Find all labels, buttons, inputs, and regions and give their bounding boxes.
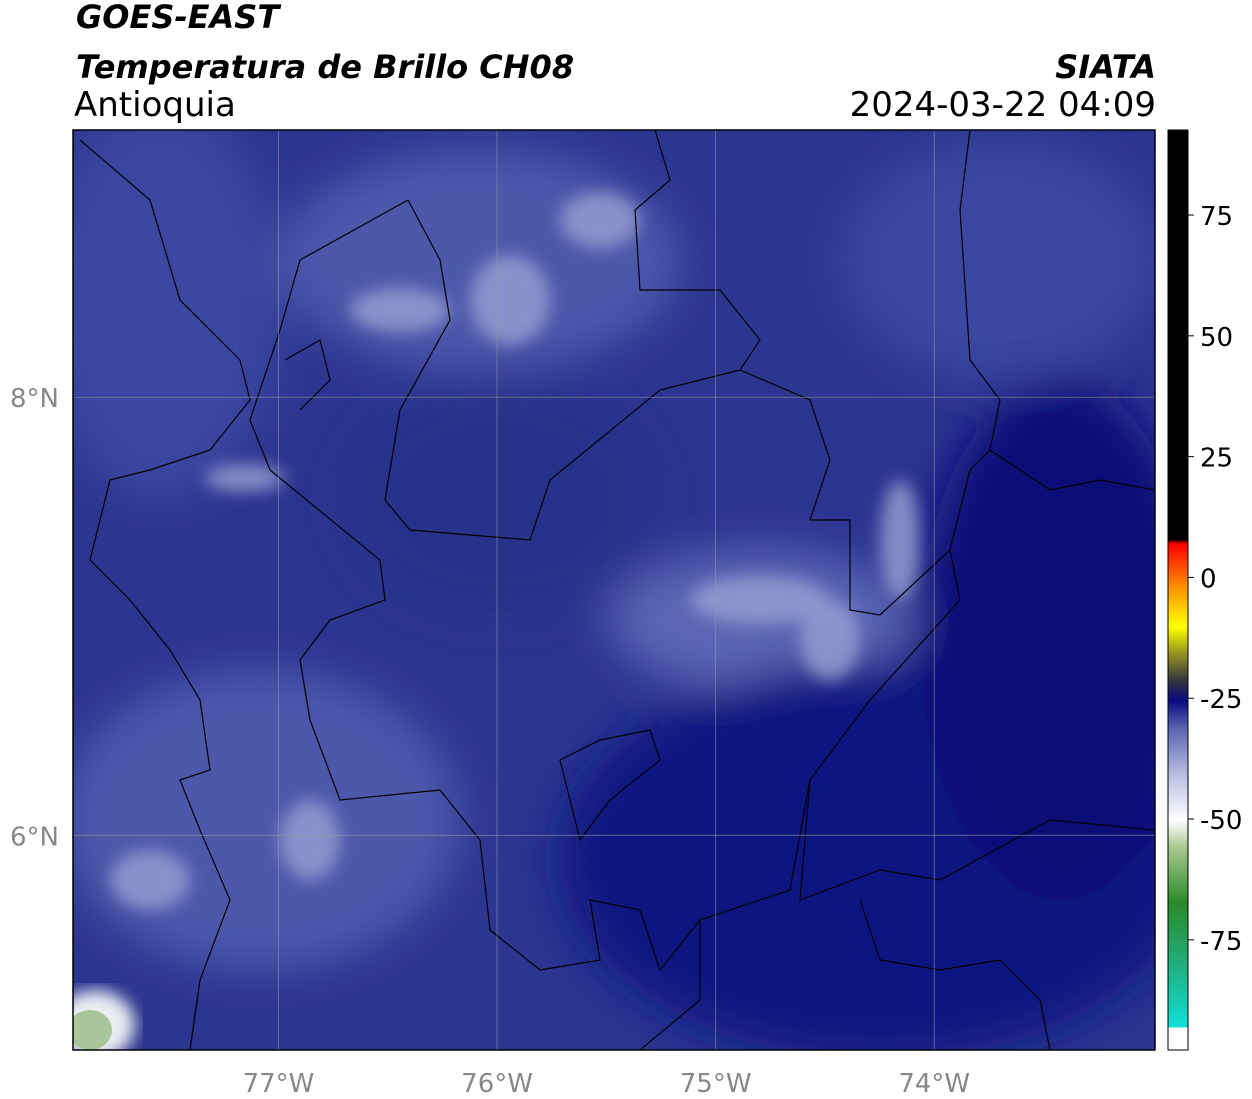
colorbar-tick-label: -75: [1200, 927, 1242, 957]
colorbar-tick-label: -50: [1200, 806, 1242, 836]
x-tick-label: 76°W: [461, 1069, 533, 1099]
datetime: 2024-03-22 04:09: [850, 85, 1156, 125]
colorbar-tick-label: 50: [1200, 323, 1233, 353]
y-tick-label: 6°N: [10, 822, 59, 852]
x-tick-label: 75°W: [680, 1069, 752, 1099]
colorbar: [1167, 129, 1189, 1051]
y-tick-label: 8°N: [10, 384, 59, 414]
subtitle: Temperatura de Brillo CH08: [76, 48, 574, 86]
source: SIATA: [1055, 48, 1156, 86]
map-frame: [72, 129, 1156, 1051]
region: Antioquia: [74, 85, 236, 125]
title: GOES-EAST: [76, 0, 281, 36]
colorbar-tick-label: 75: [1200, 202, 1233, 232]
colorbar-tick-label: -25: [1200, 685, 1242, 715]
colorbar-tick-label: 0: [1200, 564, 1217, 594]
x-tick-label: 74°W: [898, 1069, 970, 1099]
colorbar-tick-label: 25: [1200, 444, 1233, 474]
x-tick-label: 77°W: [243, 1069, 315, 1099]
satellite-image: [73, 130, 1155, 1050]
